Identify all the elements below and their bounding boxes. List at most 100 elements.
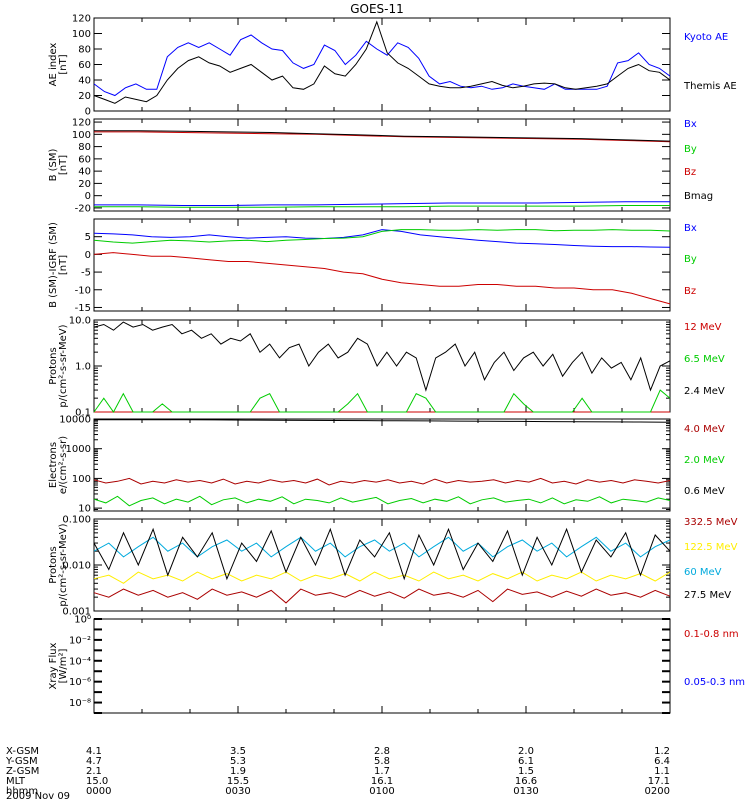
legend-label: Bz — [684, 286, 696, 297]
y-tick-label: 5 — [85, 232, 91, 243]
y-tick-label: 100 — [72, 29, 91, 40]
ephemeris-row-label: Z-GSM — [6, 766, 39, 777]
legend-label: Kyoto AE — [684, 32, 728, 43]
series-line-bmag — [94, 130, 671, 142]
series-line-themis-ae — [93, 20, 671, 104]
series-line-bz — [94, 131, 671, 143]
series-line-2-0-mev — [93, 495, 671, 507]
legend-label: Bz — [684, 167, 696, 178]
legend-label: 0.1-0.8 nm — [684, 629, 739, 640]
series-line-332-5-mev — [93, 588, 671, 604]
legend-label: 332.5 MeV — [684, 517, 738, 528]
panel-protons_lo — [93, 518, 671, 612]
figure-title: GOES-11 — [350, 2, 404, 16]
y-tick-label: 120 — [72, 118, 91, 129]
series-line-bx — [93, 229, 671, 248]
panel-frame — [93, 518, 671, 612]
series-line-4-0-mev — [93, 477, 671, 486]
series-line-6-5-mev — [93, 389, 671, 413]
ephemeris-row-label: MLT — [6, 776, 26, 787]
legend-label: 6.5 MeV — [684, 354, 725, 365]
legend-label: By — [684, 254, 697, 265]
y-axis-label: [nT] — [58, 54, 69, 74]
series-line-bz — [93, 252, 671, 305]
panel-xray — [93, 618, 671, 714]
ephemeris-value: 1.1 — [654, 766, 670, 777]
y-tick-label: -10 — [75, 285, 91, 296]
ephemeris-value: 5.8 — [374, 756, 390, 767]
y-tick-label: 10.0 — [69, 316, 91, 327]
legend-label: 4.0 MeV — [684, 424, 725, 435]
ephemeris-value: 1.7 — [374, 766, 390, 777]
ephemeris-value: 2.1 — [86, 766, 102, 777]
ephemeris-value: 6.1 — [518, 756, 534, 767]
legend-label: Themis AE — [683, 81, 737, 92]
ephemeris-value: 16.6 — [515, 776, 537, 787]
legend-label: 60 MeV — [684, 567, 722, 578]
y-tick-label: 0 — [85, 107, 91, 118]
ephemeris-date: 2009 Nov 09 — [6, 791, 70, 800]
ephemeris-value: 0100 — [369, 786, 394, 797]
y-tick-label: -15 — [75, 303, 91, 314]
ephemeris-value: 4.1 — [86, 746, 102, 757]
y-tick-label: 0 — [85, 250, 91, 261]
y-tick-label: 10⁰ — [74, 615, 91, 626]
ephemeris-value: 6.4 — [654, 756, 670, 767]
panel-bsm — [93, 118, 671, 212]
y-tick-label: 10⁻⁴ — [69, 656, 91, 667]
ephemeris-value: 15.0 — [86, 776, 108, 787]
ephemeris-value: 0200 — [645, 786, 670, 797]
y-tick-label: 60 — [78, 154, 91, 165]
y-tick-label: 10⁻² — [69, 635, 91, 646]
panel-frame — [93, 319, 671, 413]
y-tick-label: -5 — [81, 268, 91, 279]
y-tick-label: 0 — [85, 191, 91, 202]
ephemeris-row-label: X-GSM — [6, 746, 39, 757]
y-axis-label: AE index — [48, 43, 59, 87]
panel-ae — [93, 17, 671, 112]
y-axis-label: Electrons — [48, 442, 59, 488]
y-tick-label: 10 — [78, 504, 91, 515]
legend-label: Bx — [684, 223, 697, 234]
series-line-by — [93, 229, 671, 244]
series-line-2-4-mev — [93, 321, 671, 392]
series-line-122-5-mev — [93, 571, 671, 584]
legend-label: 2.4 MeV — [684, 386, 725, 397]
panel-dbsm — [93, 218, 671, 312]
legend-label: 27.5 MeV — [684, 590, 731, 601]
ephemeris-value: 15.5 — [227, 776, 249, 787]
y-tick-label: 10000 — [59, 415, 91, 426]
ephemeris-value: 1.5 — [518, 766, 534, 777]
y-tick-label: 100 — [72, 130, 91, 141]
y-tick-label: 40 — [78, 167, 91, 178]
ephemeris-value: 0030 — [225, 786, 250, 797]
y-axis-label: p/(cm²-s-sr-MeV) — [58, 523, 69, 606]
y-axis-label: Protons — [48, 347, 59, 384]
ephemeris-value: 1.9 — [230, 766, 246, 777]
y-axis-label: e/(cm²-s-sr) — [58, 436, 69, 494]
legend-label: 0.6 MeV — [684, 486, 725, 497]
series-line-0-6-mev — [94, 419, 671, 423]
panel-frame — [93, 218, 671, 312]
series-line-kyoto-ae — [93, 34, 671, 97]
y-tick-label: 0.100 — [62, 515, 91, 526]
y-tick-label: 1.0 — [75, 362, 91, 373]
y-tick-label: 20 — [78, 179, 91, 190]
ephemeris-row-label: hhmm — [6, 786, 38, 797]
ephemeris-value: 0000 — [86, 786, 111, 797]
legend-label: Bmag — [684, 191, 713, 202]
panel-frame — [93, 618, 671, 714]
y-axis-label: B (SM) — [48, 148, 59, 181]
legend-label: By — [684, 144, 697, 155]
ephemeris-value: 17.1 — [648, 776, 670, 787]
legend-label: 12 MeV — [684, 322, 722, 333]
ephemeris-value: 1.2 — [654, 746, 670, 757]
y-axis-label: [nT] — [58, 255, 69, 275]
y-tick-label: 100 — [72, 474, 91, 485]
y-tick-label: 0.1 — [75, 408, 91, 419]
y-tick-label: 0.001 — [62, 607, 91, 618]
legend-label: Bx — [684, 119, 697, 130]
y-tick-label: 120 — [72, 14, 91, 25]
legend-label: 122.5 MeV — [684, 542, 738, 553]
